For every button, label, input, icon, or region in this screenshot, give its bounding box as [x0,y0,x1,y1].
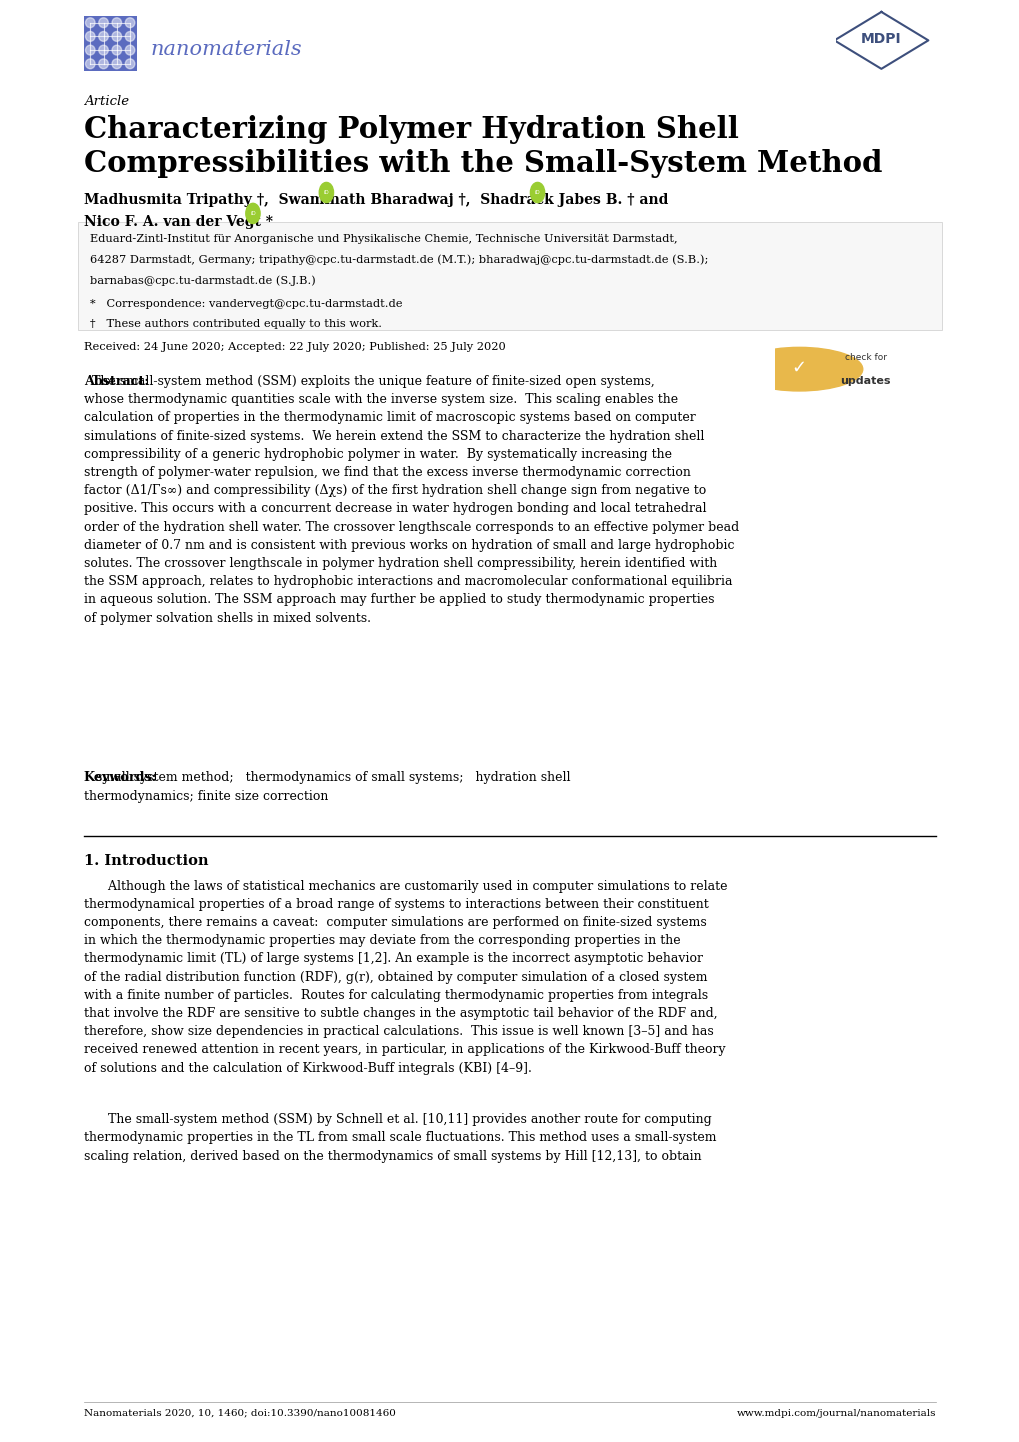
Text: Article: Article [84,95,128,108]
Text: updates: updates [840,375,891,385]
Circle shape [99,45,108,55]
Text: MDPI: MDPI [860,32,901,46]
Text: Received: 24 June 2020; Accepted: 22 July 2020; Published: 25 July 2020: Received: 24 June 2020; Accepted: 22 Jul… [84,342,504,352]
Circle shape [99,17,108,27]
Text: Eduard-Zintl-Institut für Anorganische und Physikalische Chemie, Technische Univ: Eduard-Zintl-Institut für Anorganische u… [90,234,677,244]
Text: ✓: ✓ [791,359,806,378]
Circle shape [112,17,121,27]
Circle shape [736,348,862,391]
Text: Nanomaterials 2020, 10, 1460; doi:10.3390/nano10081460: Nanomaterials 2020, 10, 1460; doi:10.339… [84,1409,395,1417]
Circle shape [125,17,135,27]
Circle shape [125,32,135,42]
Text: iD: iD [323,190,329,195]
Circle shape [319,182,333,202]
Text: nanomaterials: nanomaterials [151,39,303,59]
Text: *   Correspondence: vandervegt@cpc.tu-darmstadt.de: * Correspondence: vandervegt@cpc.tu-darm… [90,298,401,309]
Text: The small-system method (SSM) by Schnell et al. [10,11] provides another route f: The small-system method (SSM) by Schnell… [84,1113,715,1162]
FancyBboxPatch shape [84,16,137,71]
Circle shape [86,17,95,27]
Text: Abstract:: Abstract: [84,375,149,388]
Circle shape [99,59,108,69]
Circle shape [530,182,544,202]
Circle shape [112,45,121,55]
Text: 64287 Darmstadt, Germany; tripathy@cpc.tu-darmstadt.de (M.T.); bharadwaj@cpc.tu-: 64287 Darmstadt, Germany; tripathy@cpc.t… [90,254,707,265]
Text: Although the laws of statistical mechanics are customarily used in computer simu: Although the laws of statistical mechani… [84,880,727,1074]
Circle shape [86,45,95,55]
Circle shape [125,59,135,69]
Text: Characterizing Polymer Hydration Shell
Compressibilities with the Small-System M: Characterizing Polymer Hydration Shell C… [84,115,881,177]
Text: Madhusmita Tripathy †,  Swaminath Bharadwaj †,  Shadrack Jabes B. † and: Madhusmita Tripathy †, Swaminath Bharadw… [84,193,667,208]
Circle shape [99,32,108,42]
FancyBboxPatch shape [77,222,942,330]
Circle shape [86,59,95,69]
Text: barnabas@cpc.tu-darmstadt.de (S.J.B.): barnabas@cpc.tu-darmstadt.de (S.J.B.) [90,275,315,286]
Text: www.mdpi.com/journal/nanomaterials: www.mdpi.com/journal/nanomaterials [736,1409,935,1417]
Circle shape [246,203,260,224]
Text: iD: iD [534,190,540,195]
Text: Keywords:: Keywords: [84,771,157,784]
Text: The small-system method (SSM) exploits the unique feature of finite-sized open s: The small-system method (SSM) exploits t… [84,375,738,624]
Text: iD: iD [250,211,256,216]
Text: 1. Introduction: 1. Introduction [84,854,208,868]
Text: †   These authors contributed equally to this work.: † These authors contributed equally to t… [90,319,381,329]
Text: check for: check for [844,353,886,362]
Circle shape [112,32,121,42]
Text: small system method;   thermodynamics of small systems;   hydration shell
thermo: small system method; thermodynamics of s… [84,771,570,803]
Circle shape [112,59,121,69]
Circle shape [86,32,95,42]
Circle shape [125,45,135,55]
Text: Nico F. A. van der Vegt *: Nico F. A. van der Vegt * [84,215,272,229]
